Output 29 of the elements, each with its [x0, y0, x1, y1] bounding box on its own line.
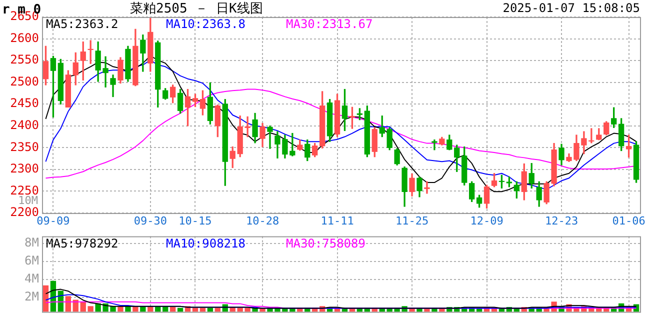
y-tick-label: 2600: [10, 30, 39, 45]
y-tick-label: 6M: [24, 254, 39, 268]
x-tick-label: 11-11: [320, 214, 354, 228]
x-tick-label: 10-28: [246, 214, 280, 228]
x-tick-label: 01-06: [612, 214, 646, 228]
y-tick-label: 2350: [10, 140, 39, 154]
y-tick-label: 2300: [10, 162, 39, 176]
text: MA10:908218: [166, 236, 246, 250]
y-tick-label: 2400: [10, 118, 39, 132]
y-tick-label: 2450: [10, 96, 39, 110]
y-tick-label: 8M: [24, 236, 39, 250]
x-tick-label: 10-15: [178, 214, 212, 228]
x-tick-label: 11-25: [395, 214, 429, 228]
x-tick-label: 12-23: [544, 214, 578, 228]
x-tick-label: 12-09: [470, 214, 504, 228]
text: MA10:2363.8: [166, 17, 246, 32]
text: MA5:2363.2: [46, 17, 118, 32]
chart-title: 菜粕2505 － 日K线图: [130, 1, 263, 16]
x-tick-label: 09-30: [134, 214, 167, 228]
x-tick-label: 09-09: [36, 214, 70, 228]
y-tick-label: 2550: [10, 52, 39, 67]
y-tick-label: 2M: [24, 290, 39, 304]
text: MA30:758089: [286, 236, 366, 250]
y-tick-label: 2500: [10, 74, 39, 88]
text: MA30:2313.67: [286, 17, 373, 32]
y-tick-label: 2200: [10, 205, 39, 220]
text: 2025-01-07 15:08:05: [502, 1, 640, 16]
y-tick-label: 4M: [24, 272, 39, 286]
text: MA5:978292: [46, 236, 118, 250]
